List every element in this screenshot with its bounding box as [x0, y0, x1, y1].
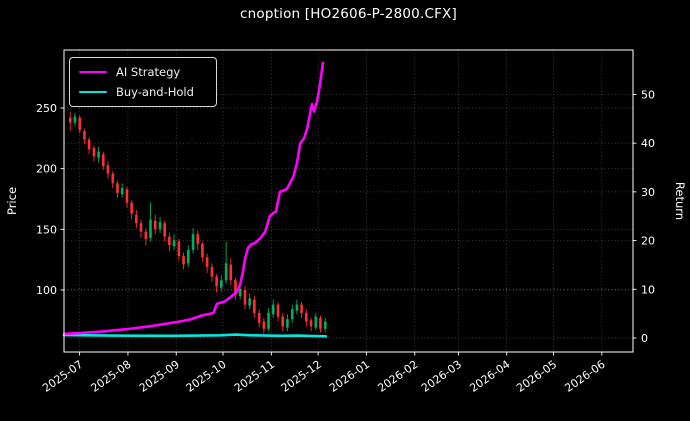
- x-tick-label: 2025-12: [279, 358, 324, 395]
- candle-body: [130, 202, 133, 214]
- candle-body: [153, 220, 157, 230]
- buy-and-hold-line-swatch: [79, 90, 107, 94]
- candle-body: [92, 148, 96, 157]
- candle-body: [267, 313, 270, 329]
- candle-body: [163, 223, 167, 237]
- candle-body: [196, 234, 200, 244]
- candle-body: [219, 280, 223, 288]
- legend-item-buy-and-hold: Buy-and-Hold: [79, 85, 206, 99]
- candle-body: [135, 214, 138, 224]
- return-tick-label: 50: [641, 88, 655, 101]
- chart-title: cnoption [HO2606-P-2800.CFX]: [240, 6, 457, 22]
- return-tick-label: 20: [641, 235, 655, 248]
- candle-body: [205, 257, 209, 267]
- price-axis-label: Price: [5, 187, 19, 215]
- candle-body: [238, 288, 242, 297]
- candle-body: [87, 139, 91, 150]
- candle-body: [276, 304, 280, 317]
- price-tick-label: 200: [36, 163, 57, 176]
- x-tick-label: 2025-11: [232, 358, 277, 395]
- price-tick-label: 250: [36, 102, 57, 115]
- x-tick-label: 2025-08: [89, 358, 134, 395]
- candle-body: [243, 289, 247, 305]
- candle-body: [323, 321, 327, 329]
- x-tick-label: 2026-06: [562, 358, 607, 395]
- candle-body: [248, 298, 251, 306]
- candle-body: [304, 313, 308, 322]
- return-tick-label: 40: [641, 137, 655, 150]
- candle-body: [149, 219, 152, 238]
- candle-body: [158, 222, 162, 230]
- legend-item-ai-strategy: AI Strategy: [79, 65, 206, 79]
- return-tick-label: 10: [641, 283, 655, 296]
- candle-body: [300, 304, 303, 314]
- candle-body: [144, 231, 148, 240]
- x-tick-label: 2026-05: [514, 358, 559, 395]
- candle-body: [125, 189, 129, 203]
- candle-body: [186, 249, 190, 264]
- candle-body: [319, 317, 322, 329]
- candle-body: [271, 304, 275, 315]
- legend-label: Buy-and-Hold: [116, 85, 194, 99]
- candle-body: [309, 320, 313, 327]
- x-tick-label: 2026-04: [467, 358, 512, 395]
- plot-frame: [63, 49, 634, 353]
- candle-body: [101, 154, 105, 167]
- candle-body: [290, 309, 294, 320]
- candle-body: [120, 188, 124, 195]
- candle-body: [286, 319, 289, 328]
- return-tick-label: 0: [641, 332, 648, 345]
- candle-body: [168, 236, 171, 246]
- candle-body: [234, 280, 237, 295]
- candle-body: [116, 183, 119, 193]
- candle-body: [172, 240, 176, 247]
- x-tick-label: 2026-03: [419, 358, 464, 395]
- ai-strategy-line-swatch: [79, 70, 107, 74]
- candle-body: [229, 264, 233, 281]
- candle-body: [73, 116, 77, 123]
- x-tick-label: 2026-02: [375, 358, 420, 395]
- candle-body: [182, 256, 185, 265]
- candle-body: [191, 234, 195, 250]
- buy-and-hold-line: [62, 333, 328, 338]
- candle-body: [262, 321, 266, 329]
- candle-body: [295, 304, 299, 311]
- ai-strategy-line: [62, 61, 325, 336]
- candle-body: [210, 266, 214, 277]
- candle-body: [97, 151, 100, 158]
- candle-body: [201, 243, 204, 258]
- legend-label: AI Strategy: [116, 65, 181, 79]
- price-tick-label: 100: [36, 284, 57, 297]
- candle-body: [83, 131, 86, 140]
- candle-body: [68, 117, 72, 123]
- candle-body: [224, 263, 228, 281]
- price-tick-label: 150: [36, 223, 57, 236]
- candle-body: [253, 299, 256, 314]
- candle-body: [257, 313, 261, 323]
- candle-body: [177, 241, 181, 257]
- candle-body: [215, 276, 218, 287]
- candle-body: [314, 316, 318, 328]
- candle-body: [111, 173, 115, 184]
- x-tick-label: 2025-10: [184, 358, 229, 395]
- return-tick-label: 30: [641, 186, 655, 199]
- x-tick-label: 2025-09: [137, 358, 182, 395]
- candle-body: [139, 223, 143, 232]
- x-tick-label: 2026-01: [327, 358, 372, 395]
- candle-body: [78, 117, 82, 130]
- x-tick-label: 2025-07: [40, 358, 85, 395]
- candle-body: [106, 165, 110, 174]
- legend: AI Strategy Buy-and-Hold: [69, 57, 217, 107]
- return-axis-label: Return: [673, 182, 687, 220]
- candle-body: [281, 316, 285, 327]
